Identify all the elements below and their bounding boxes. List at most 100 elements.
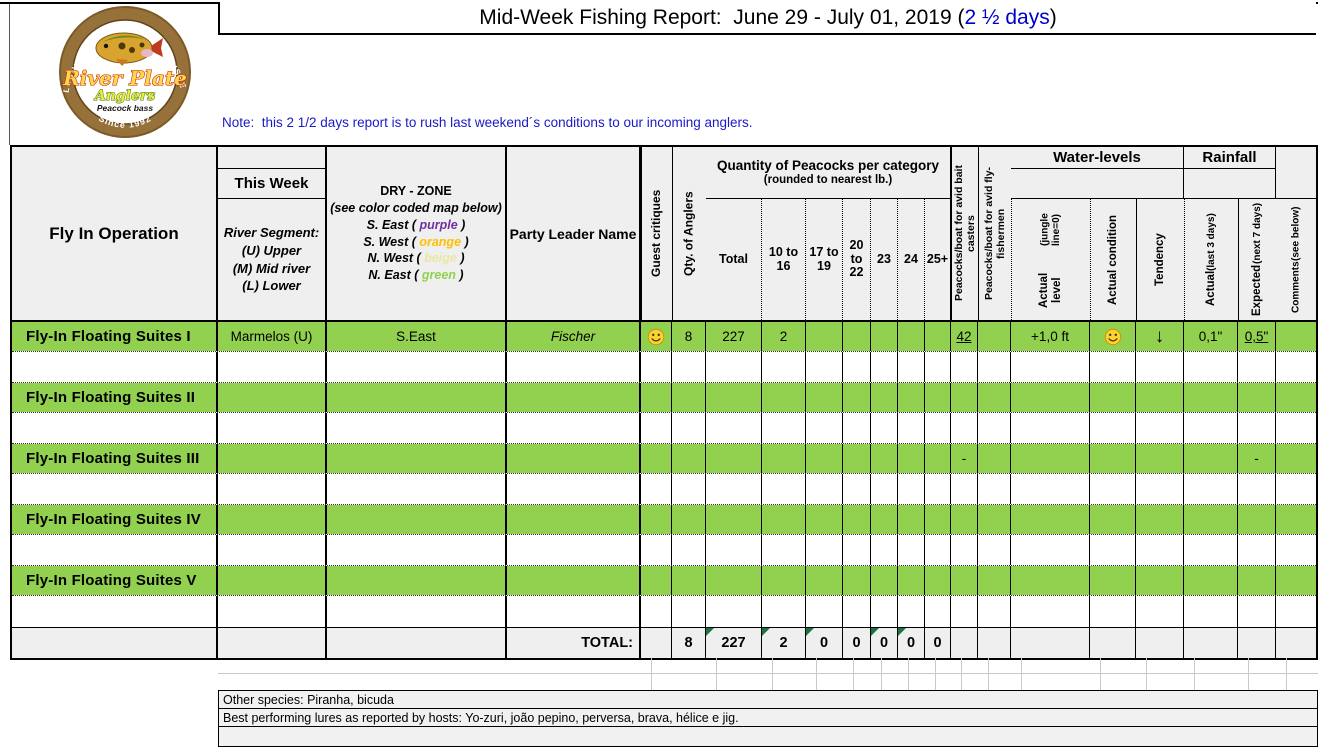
cell[interactable] xyxy=(898,444,925,473)
cell[interactable] xyxy=(1090,566,1136,595)
header-cat-10-16[interactable]: 10 to 16 xyxy=(762,199,806,320)
cell[interactable] xyxy=(1011,596,1090,627)
cell[interactable] xyxy=(1238,474,1276,504)
cell[interactable] xyxy=(898,566,925,595)
cell[interactable] xyxy=(806,444,843,473)
cell[interactable] xyxy=(1136,596,1184,627)
cell[interactable] xyxy=(327,535,507,565)
cell[interactable] xyxy=(507,413,641,443)
header-fly-in-operation[interactable]: Fly In Operation xyxy=(12,147,218,320)
cell[interactable] xyxy=(978,413,1011,443)
cell[interactable] xyxy=(1090,444,1136,473)
suite-name-cell[interactable]: Fly-In Floating Suites III xyxy=(12,444,218,473)
cell[interactable] xyxy=(925,566,951,595)
cell[interactable] xyxy=(806,505,843,534)
dry-zone-cell[interactable]: S.East xyxy=(327,322,507,351)
cell[interactable] xyxy=(978,566,1011,595)
cell[interactable] xyxy=(898,596,925,627)
cell[interactable] xyxy=(806,352,843,382)
cell[interactable] xyxy=(672,444,706,473)
cell[interactable] xyxy=(218,505,327,534)
cell[interactable] xyxy=(762,474,806,504)
cell[interactable] xyxy=(1090,596,1136,627)
cell[interactable] xyxy=(641,596,672,627)
cell[interactable] xyxy=(641,352,672,382)
cell[interactable] xyxy=(806,535,843,565)
cell[interactable] xyxy=(871,444,898,473)
best-lures-row[interactable]: Best performing lures as reported by hos… xyxy=(219,709,1317,727)
cell[interactable] xyxy=(978,474,1011,504)
cell[interactable] xyxy=(706,566,762,595)
cell[interactable] xyxy=(925,596,951,627)
cell[interactable] xyxy=(12,352,218,382)
header-river-segment[interactable]: River Segment: (U) Upper (M) Mid river (… xyxy=(218,199,327,320)
cell[interactable] xyxy=(1238,383,1276,412)
cell[interactable] xyxy=(1238,352,1276,382)
cell[interactable] xyxy=(1011,474,1090,504)
bait-casters-cell[interactable]: - xyxy=(951,444,978,473)
cell[interactable] xyxy=(507,596,641,627)
header-cat-17-19[interactable]: 17 to 19 xyxy=(806,199,843,320)
cell[interactable] xyxy=(507,535,641,565)
cell[interactable] xyxy=(507,505,641,534)
cell[interactable] xyxy=(706,383,762,412)
header-cat-23[interactable]: 23 xyxy=(871,199,898,320)
cell[interactable] xyxy=(806,566,843,595)
header-rain-actual[interactable]: Actual (last 3 days) xyxy=(1184,199,1238,320)
actual-level-cell[interactable]: +1,0 ft xyxy=(1011,322,1090,351)
cell[interactable] xyxy=(1276,352,1316,382)
cell[interactable] xyxy=(762,596,806,627)
cell[interactable] xyxy=(951,535,978,565)
header-water-levels[interactable]: Water-levels xyxy=(1011,147,1184,169)
header-party-leader[interactable]: Party Leader Name xyxy=(507,147,641,320)
cell[interactable] xyxy=(218,352,327,382)
cell[interactable] xyxy=(327,566,507,595)
cell[interactable] xyxy=(1276,535,1316,565)
cell[interactable] xyxy=(1011,444,1090,473)
cell[interactable] xyxy=(706,596,762,627)
cell[interactable] xyxy=(762,413,806,443)
cell[interactable] xyxy=(951,596,978,627)
header-comments[interactable]: Comments (see below) xyxy=(1276,199,1316,320)
cell[interactable] xyxy=(806,596,843,627)
suite-name-cell[interactable]: Fly-In Floating Suites V xyxy=(12,566,218,595)
cell[interactable] xyxy=(1136,413,1184,443)
total-20-22-cell[interactable]: 0 xyxy=(843,628,871,658)
cell[interactable] xyxy=(978,383,1011,412)
header-comments-spacer[interactable] xyxy=(1276,147,1316,199)
cell[interactable] xyxy=(218,628,327,658)
cell[interactable] xyxy=(1011,383,1090,412)
cell[interactable] xyxy=(1090,413,1136,443)
header-cat-25plus[interactable]: 25+ xyxy=(925,199,951,320)
comments-cell[interactable] xyxy=(1276,322,1316,351)
header-cat-20-22[interactable]: 20 to 22 xyxy=(843,199,871,320)
cell[interactable] xyxy=(1136,474,1184,504)
cell[interactable] xyxy=(1238,628,1276,658)
cell[interactable] xyxy=(843,352,871,382)
cell[interactable] xyxy=(871,352,898,382)
cell[interactable] xyxy=(762,383,806,412)
bait-casters-cell[interactable]: 42 xyxy=(951,322,978,351)
cell[interactable] xyxy=(327,352,507,382)
cell[interactable] xyxy=(1184,413,1238,443)
cell[interactable] xyxy=(12,628,218,658)
cell[interactable] xyxy=(978,505,1011,534)
cell[interactable] xyxy=(1184,535,1238,565)
cell[interactable] xyxy=(1090,505,1136,534)
cell[interactable] xyxy=(1184,383,1238,412)
cell[interactable] xyxy=(1090,535,1136,565)
cell[interactable] xyxy=(641,628,672,658)
rain-actual-cell[interactable]: 0,1" xyxy=(1184,322,1238,351)
cell[interactable] xyxy=(327,413,507,443)
cell[interactable] xyxy=(1136,444,1184,473)
cell[interactable] xyxy=(218,413,327,443)
cat-23-cell[interactable] xyxy=(871,322,898,351)
cell[interactable] xyxy=(672,474,706,504)
cell[interactable] xyxy=(1184,352,1238,382)
cell[interactable] xyxy=(1238,505,1276,534)
cell[interactable] xyxy=(898,474,925,504)
cell[interactable] xyxy=(1011,505,1090,534)
cell[interactable] xyxy=(898,383,925,412)
river-segment-cell[interactable]: Marmelos (U) xyxy=(218,322,327,351)
cell[interactable] xyxy=(641,413,672,443)
